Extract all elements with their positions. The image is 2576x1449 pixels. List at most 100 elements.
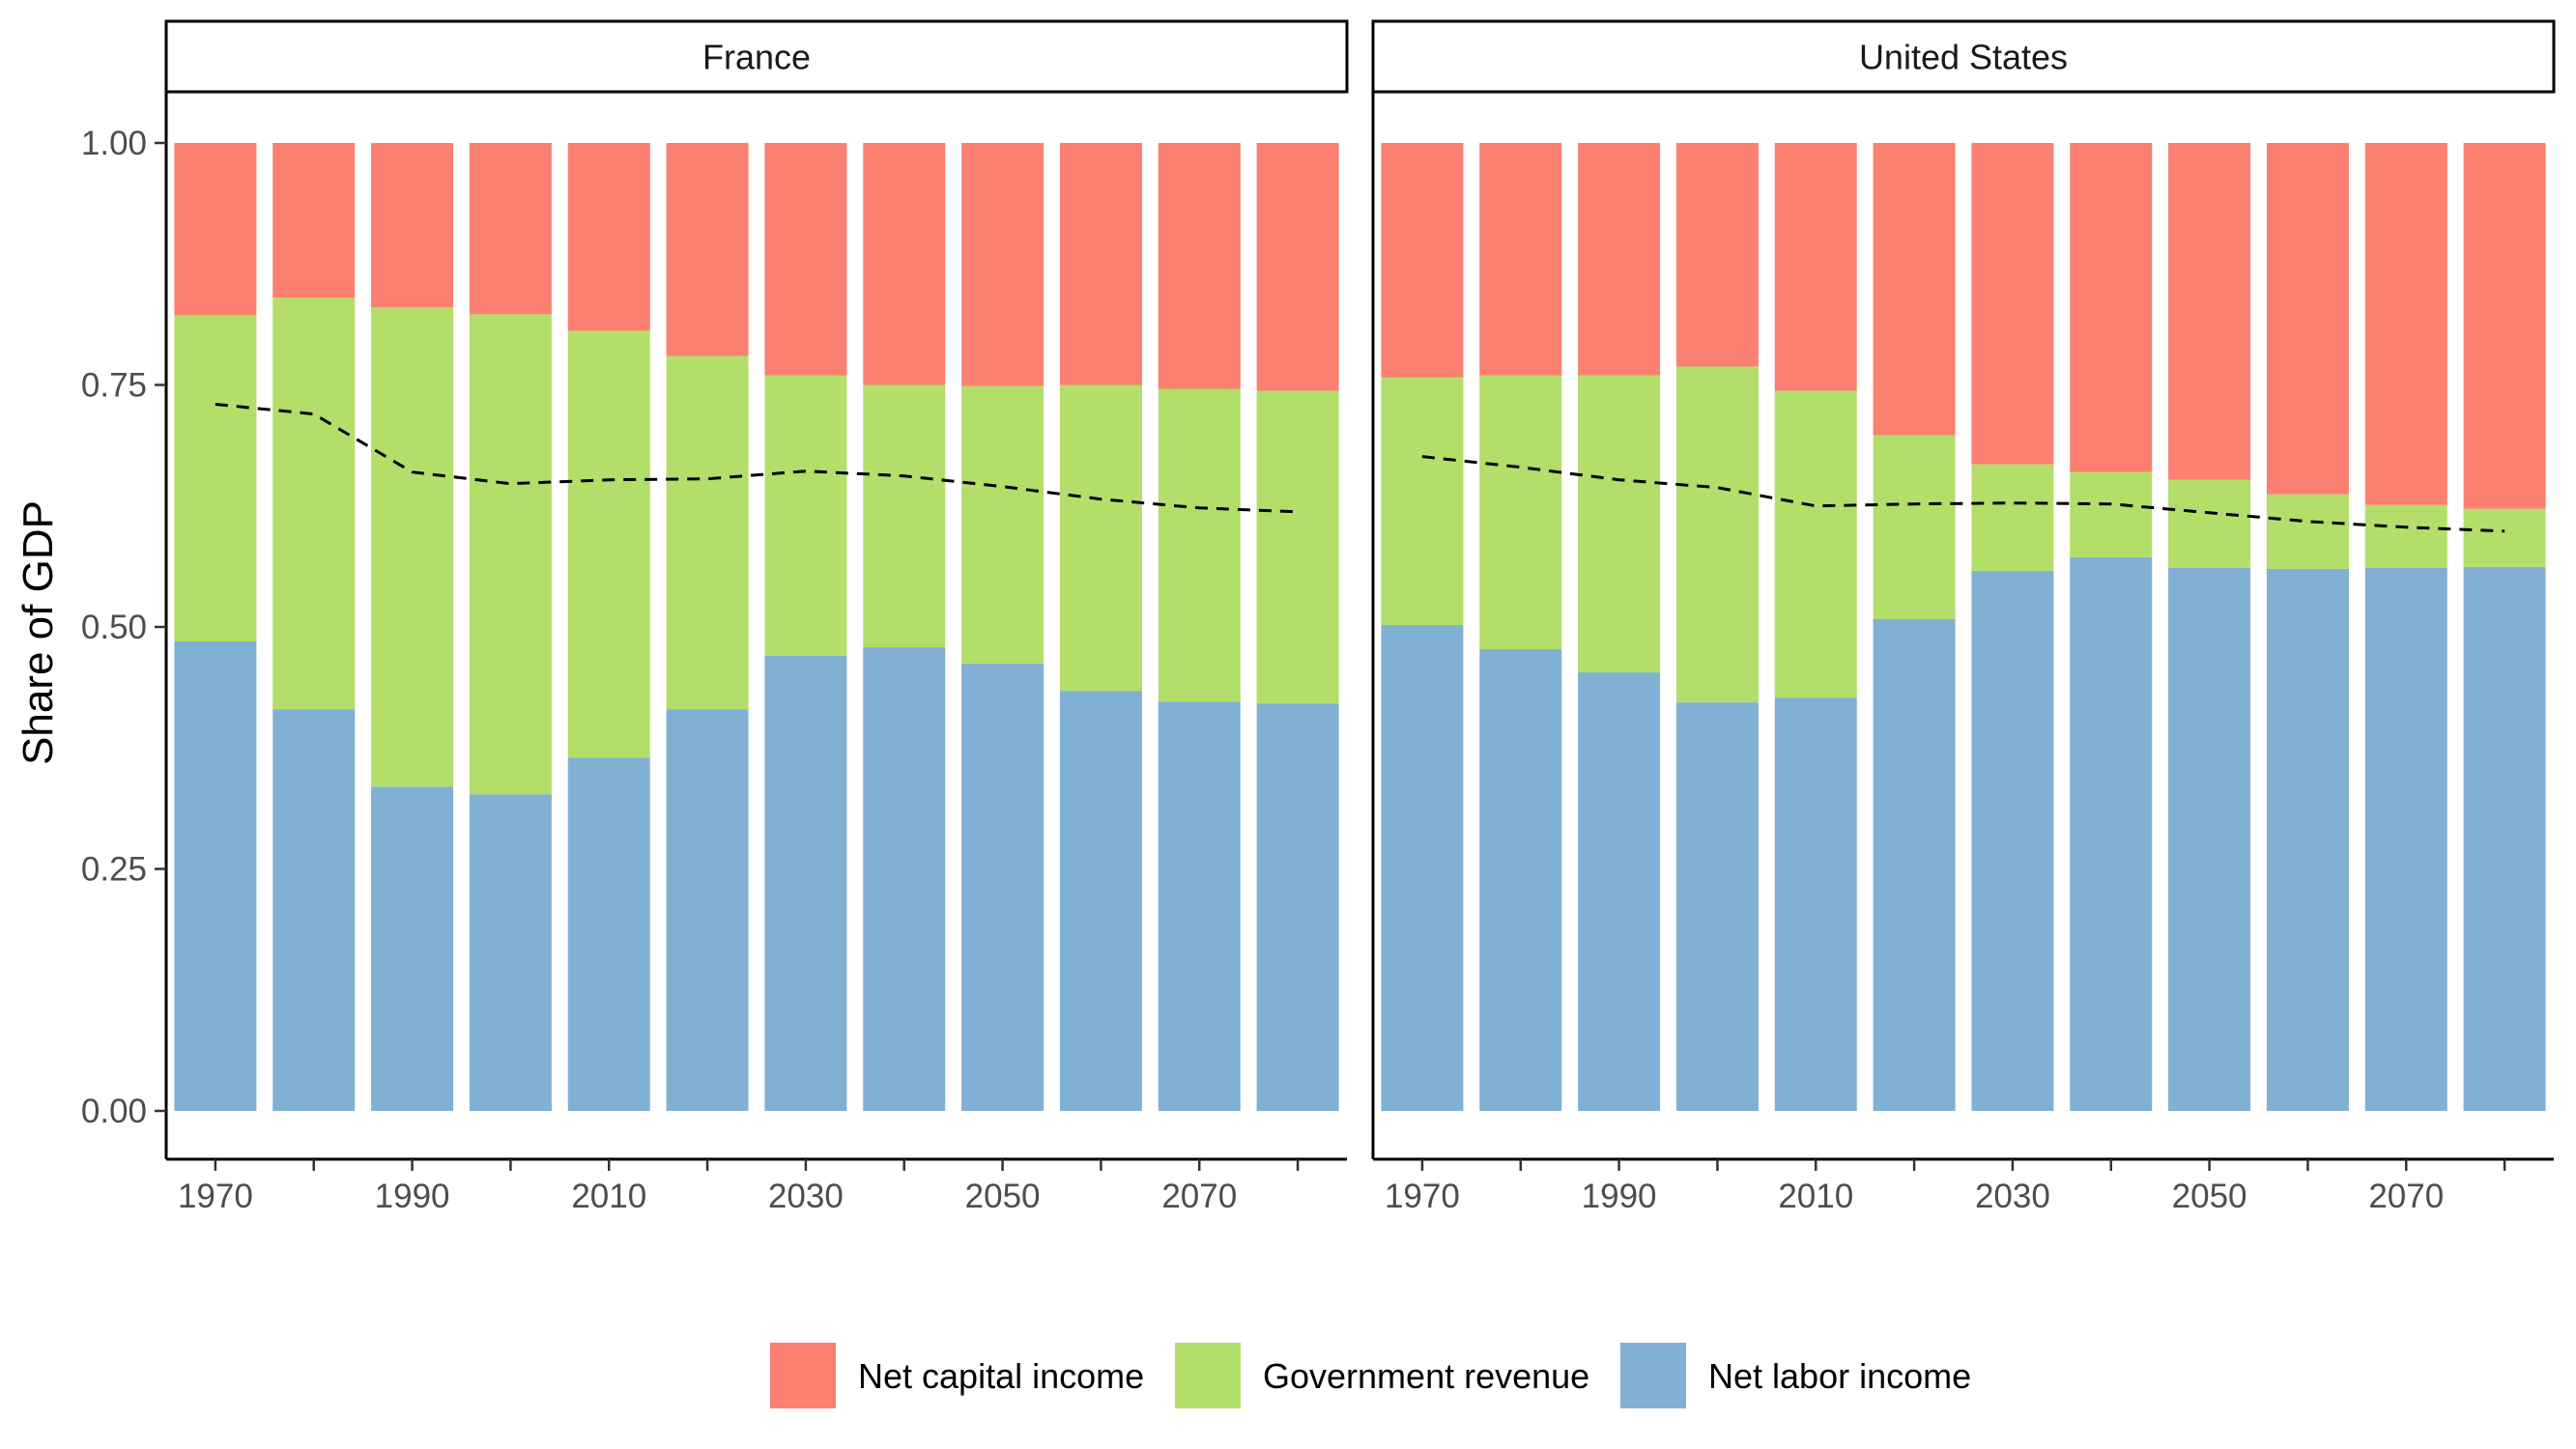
legend-label: Net capital income bbox=[858, 1356, 1144, 1396]
y-tick-label: 0.50 bbox=[81, 609, 147, 646]
x-tick-label: 2070 bbox=[2368, 1178, 2444, 1215]
bar-net-labor-2050 bbox=[961, 664, 1045, 1111]
bar-government-1990 bbox=[1578, 375, 1661, 673]
x-tick-label: 1990 bbox=[375, 1178, 450, 1215]
bar-government-2040 bbox=[2070, 471, 2153, 557]
bar-net-labor-2020 bbox=[1873, 618, 1956, 1111]
bar-net-labor-2080 bbox=[2463, 566, 2546, 1111]
bar-government-2060 bbox=[1059, 384, 1142, 692]
bar-net-labor-2010 bbox=[1774, 697, 1857, 1111]
bar-net-labor-1990 bbox=[371, 786, 454, 1111]
bar-net-labor-1970 bbox=[1381, 624, 1464, 1111]
bar-government-2030 bbox=[1971, 464, 2054, 571]
bar-net-labor-2070 bbox=[1158, 701, 1241, 1111]
x-tick-label: 2010 bbox=[1778, 1178, 1853, 1215]
bar-net-capital-2070 bbox=[1158, 143, 1241, 389]
bar-net-labor-1970 bbox=[174, 641, 257, 1111]
panel-united-states: United States 1970 1990 2010 2030 2050 2070 bbox=[1371, 19, 2556, 1215]
bar-net-capital-1970 bbox=[174, 143, 257, 316]
bar-net-capital-2010 bbox=[567, 143, 650, 331]
bar-government-2060 bbox=[2266, 494, 2349, 569]
bar-net-capital-2010 bbox=[1774, 143, 1857, 391]
bar-net-labor-2030 bbox=[764, 656, 847, 1111]
bar-net-capital-1980 bbox=[272, 143, 356, 298]
x-tick-label: 1990 bbox=[1582, 1178, 1657, 1215]
bar-government-2000 bbox=[1675, 366, 1759, 703]
x-tick-label: 2070 bbox=[1161, 1178, 1237, 1215]
bar-net-labor-1990 bbox=[1578, 672, 1661, 1111]
bar-net-labor-2020 bbox=[666, 709, 749, 1111]
legend-label: Government revenue bbox=[1263, 1356, 1589, 1396]
bar-government-2040 bbox=[863, 384, 946, 648]
bar-government-2000 bbox=[469, 314, 552, 795]
bar-government-2080 bbox=[1256, 390, 1339, 704]
bar-net-capital-2040 bbox=[863, 143, 946, 385]
bar-net-capital-1980 bbox=[1479, 143, 1562, 376]
facet-label: United States bbox=[1859, 38, 2068, 77]
x-tick-label: 2050 bbox=[2172, 1178, 2247, 1215]
x-tick-label: 2030 bbox=[768, 1178, 844, 1215]
bar-net-capital-1970 bbox=[1381, 143, 1464, 378]
legend-label: Net labor income bbox=[1708, 1356, 1971, 1396]
bars bbox=[1381, 143, 2546, 1111]
bar-net-labor-2040 bbox=[2070, 556, 2153, 1111]
dashed-series-line bbox=[1421, 455, 2505, 533]
x-tick-label: 1970 bbox=[1385, 1178, 1460, 1215]
legend-swatch bbox=[1620, 1343, 1686, 1408]
x-tick-label: 2010 bbox=[571, 1178, 646, 1215]
bar-net-capital-1990 bbox=[371, 143, 454, 308]
bar-net-labor-2040 bbox=[863, 647, 946, 1111]
bar-net-capital-2060 bbox=[1059, 143, 1142, 385]
bar-net-capital-2070 bbox=[2364, 143, 2447, 505]
legend-item-government: Government revenue bbox=[1175, 1343, 1589, 1408]
dashed-series-line bbox=[215, 403, 1299, 514]
bar-government-1970 bbox=[1381, 377, 1464, 625]
bar-net-labor-2060 bbox=[2266, 568, 2349, 1111]
legend-item-net-labor: Net labor income bbox=[1620, 1343, 1971, 1408]
bar-government-2030 bbox=[764, 375, 847, 657]
y-tick-label: 0.25 bbox=[81, 851, 147, 889]
bar-net-labor-2080 bbox=[1256, 703, 1339, 1111]
x-tick-label: 1970 bbox=[178, 1178, 253, 1215]
bar-government-1990 bbox=[371, 307, 454, 787]
bar-net-capital-2020 bbox=[666, 143, 749, 356]
bar-net-labor-2060 bbox=[1059, 691, 1142, 1111]
bar-government-2080 bbox=[2463, 508, 2546, 567]
bar-net-capital-2030 bbox=[1971, 143, 2054, 465]
bar-government-1980 bbox=[1479, 375, 1562, 650]
bar-government-1970 bbox=[174, 315, 257, 642]
bar-government-2070 bbox=[1158, 388, 1241, 702]
bar-government-2010 bbox=[567, 330, 650, 758]
bar-government-2050 bbox=[961, 385, 1045, 665]
bar-net-labor-2010 bbox=[567, 757, 650, 1111]
bar-net-labor-2050 bbox=[2168, 567, 2251, 1111]
bar-net-labor-2000 bbox=[1675, 702, 1759, 1111]
bar-net-capital-2020 bbox=[1873, 143, 1956, 436]
bar-government-1980 bbox=[272, 298, 356, 710]
bar-net-capital-2000 bbox=[1675, 143, 1759, 367]
bar-net-labor-1980 bbox=[272, 709, 356, 1111]
bar-net-labor-2070 bbox=[2364, 567, 2447, 1111]
legend: Net capital income Government revenue Net … bbox=[770, 1343, 1971, 1408]
facet-panels: France 1970 1990 2010 2030 2050 2070 0.00 0.25 0.… bbox=[81, 19, 2556, 1215]
y-axis-title: Share of GDP bbox=[14, 500, 62, 765]
bar-net-capital-2000 bbox=[469, 143, 552, 315]
bar-net-capital-2030 bbox=[764, 143, 847, 376]
bar-net-capital-2050 bbox=[961, 143, 1045, 386]
legend-swatch bbox=[1175, 1343, 1241, 1408]
legend-item-net-capital: Net capital income bbox=[770, 1343, 1144, 1408]
bar-net-capital-2080 bbox=[1256, 143, 1339, 391]
bar-net-capital-1990 bbox=[1578, 143, 1661, 376]
bar-net-labor-2000 bbox=[469, 794, 552, 1111]
bar-government-2020 bbox=[666, 355, 749, 710]
panel-france: France 1970 1990 2010 2030 2050 2070 0.00 0.25 0.… bbox=[81, 19, 1349, 1215]
bar-net-labor-2030 bbox=[1971, 570, 2054, 1111]
y-tick-label: 0.00 bbox=[81, 1093, 147, 1130]
bars bbox=[174, 143, 1339, 1111]
facet-label: France bbox=[702, 38, 811, 77]
facet-strip bbox=[1371, 19, 2556, 94]
bar-net-capital-2050 bbox=[2168, 143, 2251, 480]
bar-government-2020 bbox=[1873, 435, 1956, 619]
x-tick-label: 2050 bbox=[965, 1178, 1041, 1215]
